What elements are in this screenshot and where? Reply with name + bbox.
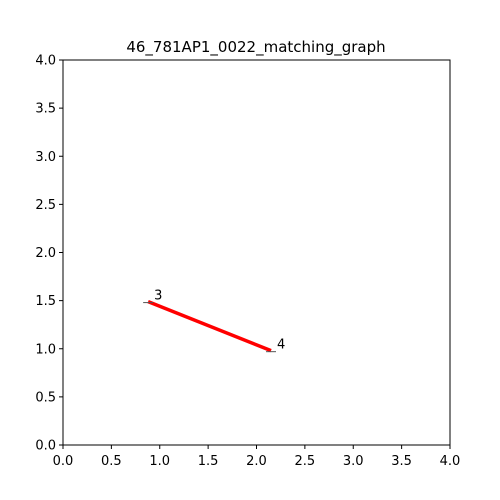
plot-area-frame	[62, 59, 451, 446]
point-label: 4	[277, 338, 285, 353]
y-tick-label: 3.0	[35, 150, 56, 165]
y-tick-label: 4.0	[35, 54, 56, 69]
x-axis-ticks: 0.0 0.5 1.0 1.5 2.0 2.5 3.0 3.5 4.0	[53, 445, 461, 469]
x-tick-label: 3.5	[391, 454, 412, 469]
series-line	[147, 299, 272, 353]
x-tick-label: 1.0	[149, 454, 170, 469]
y-tick-label: 3.5	[35, 102, 56, 117]
y-tick-label: 1.0	[35, 342, 56, 357]
chart-title: 46_781AP1_0022_matching_graph	[126, 38, 385, 57]
x-tick-label: 2.0	[246, 454, 267, 469]
x-tick-label: 0.0	[53, 454, 74, 469]
y-tick-label: 0.0	[35, 439, 56, 454]
x-tick-label: 3.0	[343, 454, 364, 469]
point-label: 3	[154, 289, 162, 304]
y-axis-ticks: 0.0 0.5 1.0 1.5 2.0 2.5 3.0 3.5 4.0	[35, 54, 63, 454]
x-tick-label: 0.5	[101, 454, 122, 469]
series-layer: 34	[143, 289, 285, 353]
y-tick-label: 2.0	[35, 246, 56, 261]
y-tick-label: 0.5	[35, 390, 56, 405]
x-tick-label: 4.0	[440, 454, 461, 469]
y-tick-label: 2.5	[35, 198, 56, 213]
x-tick-label: 1.5	[198, 454, 219, 469]
y-tick-label: 1.5	[35, 294, 56, 309]
x-tick-label: 2.5	[295, 454, 316, 469]
